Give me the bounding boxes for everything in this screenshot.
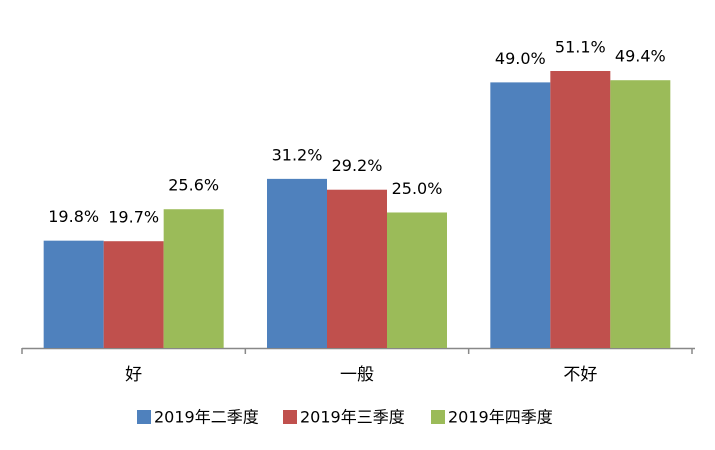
bar <box>327 189 387 348</box>
bar <box>163 209 224 348</box>
value-label: 51.1% <box>555 38 606 57</box>
value-label: 49.4% <box>615 47 666 66</box>
bar <box>103 241 164 348</box>
legend-label: 2019年三季度 <box>300 408 405 427</box>
x-tick-label: 好 <box>125 365 142 385</box>
bar <box>267 178 327 348</box>
x-tick-label: 不好 <box>563 365 597 385</box>
value-label: 19.8% <box>48 207 99 226</box>
legend-swatch <box>283 410 297 424</box>
legend-swatch <box>431 410 445 424</box>
x-tick-label: 一般 <box>340 365 374 385</box>
legend-label: 2019年四季度 <box>448 408 553 427</box>
bar <box>550 71 611 348</box>
bar <box>43 240 104 348</box>
legend-swatch <box>137 410 151 424</box>
value-label: 19.7% <box>108 208 159 227</box>
bar <box>387 212 447 348</box>
value-label: 31.2% <box>272 145 323 164</box>
value-label: 29.2% <box>332 156 383 175</box>
value-label: 49.0% <box>495 49 546 68</box>
legend-label: 2019年二季度 <box>154 408 259 427</box>
bar <box>490 82 551 349</box>
value-label: 25.0% <box>392 179 443 198</box>
value-label: 25.6% <box>168 176 219 195</box>
bar <box>610 80 671 348</box>
